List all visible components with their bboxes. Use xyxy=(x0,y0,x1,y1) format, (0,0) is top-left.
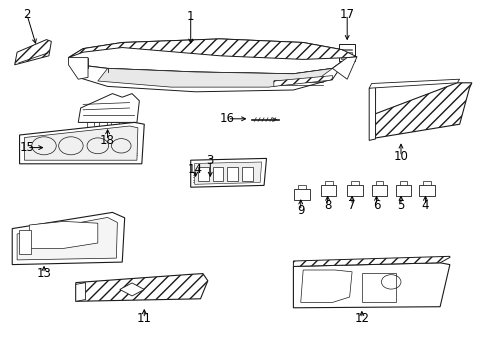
Bar xyxy=(298,185,305,189)
Polygon shape xyxy=(76,283,85,301)
Polygon shape xyxy=(78,58,346,92)
Polygon shape xyxy=(20,122,144,164)
Text: 1: 1 xyxy=(186,10,194,23)
Bar xyxy=(371,185,386,196)
Polygon shape xyxy=(24,126,138,160)
Bar xyxy=(86,122,94,129)
Text: 8: 8 xyxy=(323,199,331,212)
Bar xyxy=(194,168,200,171)
Bar xyxy=(418,185,434,196)
Text: 3: 3 xyxy=(206,154,214,167)
Text: 15: 15 xyxy=(20,141,34,154)
Bar xyxy=(198,167,208,181)
Bar xyxy=(422,181,430,185)
Polygon shape xyxy=(273,76,332,86)
Text: 4: 4 xyxy=(421,199,428,212)
Polygon shape xyxy=(120,283,144,296)
Text: 11: 11 xyxy=(137,312,151,325)
Polygon shape xyxy=(293,256,449,266)
Polygon shape xyxy=(293,263,449,308)
Text: 6: 6 xyxy=(372,199,380,212)
Polygon shape xyxy=(68,39,356,59)
Bar xyxy=(212,167,223,181)
Bar xyxy=(346,185,362,196)
Bar xyxy=(191,171,202,185)
Bar xyxy=(99,122,106,129)
Bar xyxy=(294,189,309,200)
Text: 10: 10 xyxy=(393,150,407,163)
Polygon shape xyxy=(76,274,207,301)
Bar xyxy=(324,181,332,185)
Text: 5: 5 xyxy=(396,199,404,212)
Polygon shape xyxy=(17,217,117,260)
Text: 14: 14 xyxy=(188,163,203,176)
Text: 9: 9 xyxy=(296,204,304,217)
Bar xyxy=(19,230,31,254)
Polygon shape xyxy=(194,162,261,184)
Polygon shape xyxy=(12,212,124,265)
Bar xyxy=(361,273,395,302)
Text: 12: 12 xyxy=(354,312,368,325)
Polygon shape xyxy=(68,39,356,74)
Bar xyxy=(227,167,238,181)
Text: 16: 16 xyxy=(220,112,234,125)
Bar xyxy=(399,181,407,185)
Bar xyxy=(395,185,410,196)
Polygon shape xyxy=(29,221,98,248)
Text: 18: 18 xyxy=(100,134,115,147)
Polygon shape xyxy=(15,40,51,65)
Bar xyxy=(242,167,252,181)
Bar xyxy=(111,122,119,129)
Text: 13: 13 xyxy=(37,267,51,280)
Polygon shape xyxy=(368,79,459,88)
Polygon shape xyxy=(78,94,139,122)
Polygon shape xyxy=(332,57,356,79)
Polygon shape xyxy=(98,68,332,87)
Bar xyxy=(338,44,354,61)
Bar xyxy=(375,181,383,185)
Text: 2: 2 xyxy=(23,8,31,21)
Polygon shape xyxy=(68,58,88,79)
Bar xyxy=(350,181,358,185)
Bar xyxy=(341,52,351,59)
Text: 17: 17 xyxy=(339,8,354,21)
Polygon shape xyxy=(190,158,266,187)
Bar xyxy=(320,185,336,196)
Polygon shape xyxy=(368,86,375,140)
Polygon shape xyxy=(300,270,351,302)
Text: 7: 7 xyxy=(347,199,355,212)
Bar xyxy=(20,140,29,155)
Polygon shape xyxy=(371,83,471,139)
